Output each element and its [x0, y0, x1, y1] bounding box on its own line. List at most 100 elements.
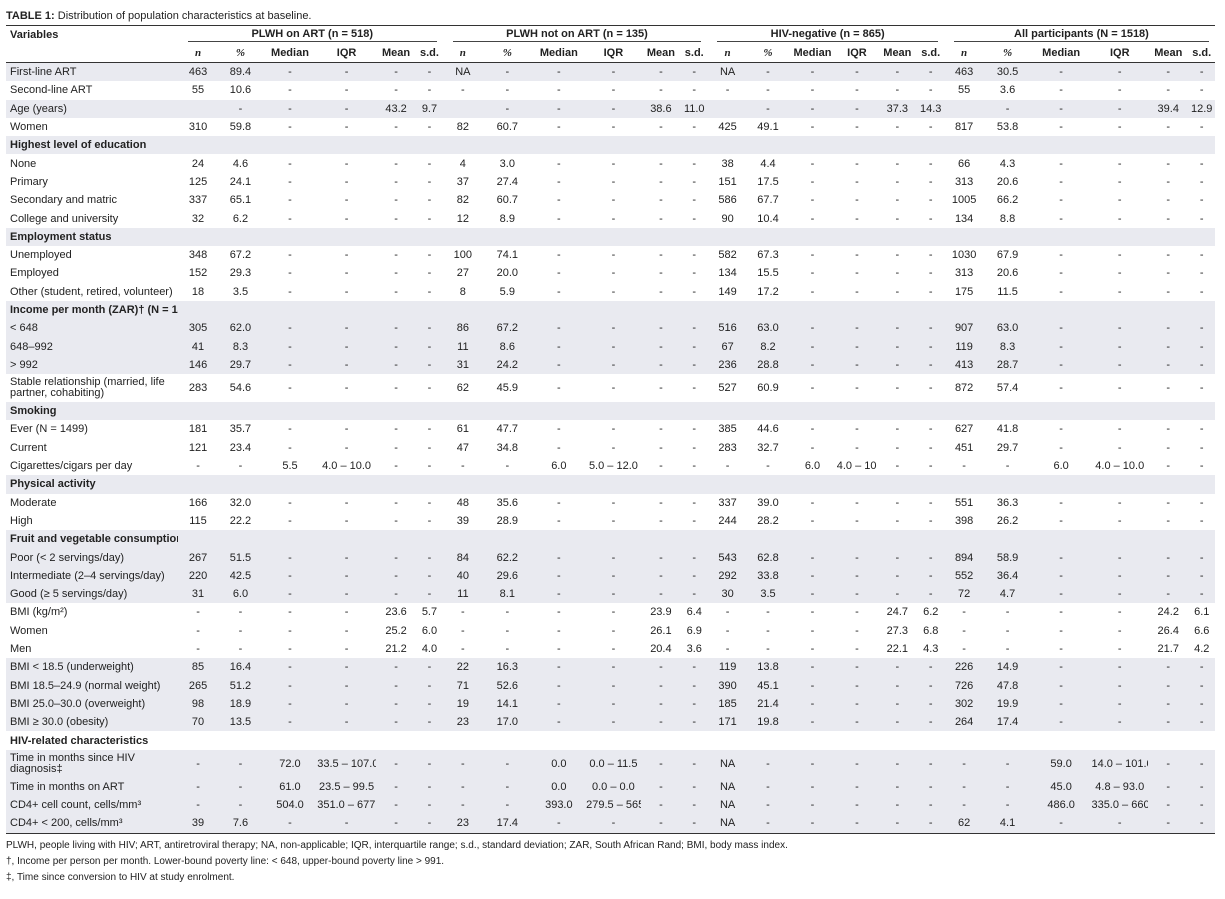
cell-all-participants-mean: -: [1166, 157, 1171, 170]
cell-plwh-on-art-mean: -: [375, 795, 417, 815]
cell-hiv-negative-mean: -: [877, 62, 918, 82]
cell-plwh-on-art-median: -: [262, 713, 318, 732]
header-group-all-participants: All participants (N = 1518): [944, 26, 1215, 45]
cell-plwh-not-on-art-n: 31: [442, 355, 484, 375]
cell-plwh-on-art-mean: -: [375, 777, 417, 796]
cell-hiv-negative-n: 283: [718, 441, 737, 454]
cell-all-participants-mean: 24.2: [1157, 606, 1179, 619]
cell-hiv-negative-median: -: [788, 585, 837, 604]
cell-plwh-not-on-art-pct: 17.4: [483, 814, 532, 834]
cell-plwh-on-art-iqr: -: [317, 548, 376, 567]
cell-plwh-on-art-n: 310: [188, 121, 208, 134]
cell-plwh-on-art-mean: -: [375, 749, 417, 778]
cell-hiv-negative-pct: -: [766, 84, 770, 97]
cell-hiv-negative-pct: 63.0: [747, 319, 789, 338]
cell-plwh-on-art-iqr: -: [317, 337, 376, 356]
cell-all-participants-n: 726: [943, 676, 985, 695]
table-row: College and university 32 6.2 - - - - 12 8.9 - - - -…: [6, 209, 1215, 227]
cell-plwh-not-on-art-pct: 17.0: [483, 713, 532, 732]
cell-hiv-negative-median: -: [788, 777, 837, 796]
cell-plwh-not-on-art-iqr: -: [586, 694, 641, 714]
cell-hiv-negative-pct: 49.1: [757, 121, 779, 134]
cell-all-participants-iqr: -: [1091, 319, 1149, 338]
cell-plwh-not-on-art-median: -: [531, 713, 587, 732]
cell-plwh-on-art-mean: -: [375, 355, 417, 375]
cell-plwh-on-art-sd: -: [416, 337, 443, 356]
cell-plwh-on-art-n: -: [177, 749, 219, 778]
row-label: College and university: [10, 212, 119, 225]
cell-hiv-negative-iqr: -: [855, 496, 859, 509]
cell-all-participants-mean: -: [1166, 423, 1171, 436]
cell-plwh-not-on-art-n: 22: [442, 658, 484, 677]
cell-plwh-on-art-iqr: -: [344, 514, 349, 527]
cell-plwh-on-art-iqr: -: [317, 585, 376, 604]
cell-hiv-negative-iqr: -: [855, 643, 859, 656]
cell-all-participants-n: -: [943, 777, 985, 796]
cell-plwh-on-art-median: -: [288, 643, 292, 656]
table-row: Time in months since HIV diagnosis‡ - -72.…: [6, 749, 1215, 778]
cell-plwh-not-on-art-iqr: -: [611, 606, 616, 619]
cell-all-participants-iqr: -: [1117, 441, 1122, 454]
cell-plwh-not-on-art-sd: -: [681, 319, 708, 338]
cell-all-participants-iqr: -: [1091, 62, 1149, 82]
cell-all-participants-mean: -: [1148, 694, 1189, 714]
row-label: Employment status: [6, 227, 178, 246]
cell-hiv-negative-sd: -: [928, 441, 933, 454]
cell-plwh-not-on-art-pct: 45.9: [496, 382, 519, 395]
cell-all-participants-mean: 26.4: [1157, 624, 1179, 637]
cell-hiv-negative-n: NA: [707, 814, 748, 834]
cell-plwh-on-art-median: 5.5: [282, 460, 298, 473]
note-income: †, Income per person per month. Lower-bo…: [6, 855, 445, 867]
cell-plwh-on-art-median: -: [288, 157, 292, 170]
cell-plwh-on-art-sd: -: [427, 285, 432, 298]
cell-hiv-negative-sd: -: [928, 267, 933, 280]
cell-all-participants-sd: -: [1199, 84, 1204, 97]
cell-plwh-not-on-art-sd: -: [692, 460, 697, 473]
cell-plwh-not-on-art-pct: -: [483, 62, 532, 82]
cell-all-participants-n: 313: [954, 175, 974, 188]
cell-all-participants-sd: -: [1188, 676, 1215, 695]
cell-plwh-on-art-iqr: -: [344, 121, 349, 134]
cell-hiv-negative-sd: -: [917, 585, 944, 604]
cell-all-participants-mean: -: [1148, 749, 1189, 778]
caption-label: TABLE 1:: [6, 10, 55, 22]
cell-all-participants-sd: -: [1199, 441, 1204, 454]
cell-plwh-not-on-art-pct: 8.6: [483, 337, 532, 356]
cell-plwh-on-art-iqr: -: [344, 175, 349, 188]
cell-all-participants-sd: -: [1199, 212, 1204, 225]
cell-plwh-on-art-n: 152: [188, 267, 208, 280]
cell-all-participants-n: 119: [943, 337, 985, 356]
cell-plwh-on-art-n: 121: [188, 441, 208, 454]
cell-hiv-negative-sd: -: [928, 285, 933, 298]
cell-all-participants-iqr: -: [1117, 121, 1122, 134]
cell-plwh-not-on-art-iqr: -: [611, 514, 616, 527]
cell-hiv-negative-mean: -: [895, 441, 900, 454]
cell-hiv-negative-median: -: [810, 121, 815, 134]
section-row: Income per month (ZAR)† (N = 1439): [6, 300, 1215, 320]
cell-plwh-on-art-sd: -: [416, 795, 443, 815]
cell-hiv-negative-n: 236: [707, 355, 748, 375]
cell-hiv-negative-sd: -: [928, 194, 933, 207]
cell-hiv-negative-median: -: [810, 624, 815, 637]
row-label: Time in months on ART: [6, 777, 178, 796]
header-hiv-negative-median: Median: [788, 44, 837, 63]
cell-hiv-negative-n: 38: [721, 157, 734, 170]
cell-all-participants-sd: 6.6: [1194, 624, 1210, 637]
cell-hiv-negative-median: -: [810, 84, 815, 97]
cell-plwh-on-art-sd: -: [427, 267, 432, 280]
cell-plwh-not-on-art-median: -: [557, 212, 561, 225]
cell-plwh-on-art-iqr: -: [317, 694, 376, 714]
cell-plwh-on-art-iqr: -: [317, 814, 376, 834]
cell-hiv-negative-mean: -: [895, 267, 900, 280]
cell-plwh-on-art-sd: -: [416, 355, 443, 375]
cell-plwh-on-art-n: 265: [177, 676, 219, 695]
cell-plwh-not-on-art-n: -: [461, 643, 465, 656]
cell-plwh-not-on-art-n: -: [442, 795, 484, 815]
header-plwh-on-art-mean: Mean: [375, 44, 417, 63]
cell-all-participants-iqr: -: [1117, 285, 1122, 298]
cell-plwh-on-art-median: -: [288, 249, 292, 262]
cell-plwh-on-art-n: 85: [177, 658, 219, 677]
cell-hiv-negative-mean: -: [895, 175, 900, 188]
cell-hiv-negative-mean: -: [877, 658, 918, 677]
cell-plwh-not-on-art-n: [442, 99, 484, 118]
